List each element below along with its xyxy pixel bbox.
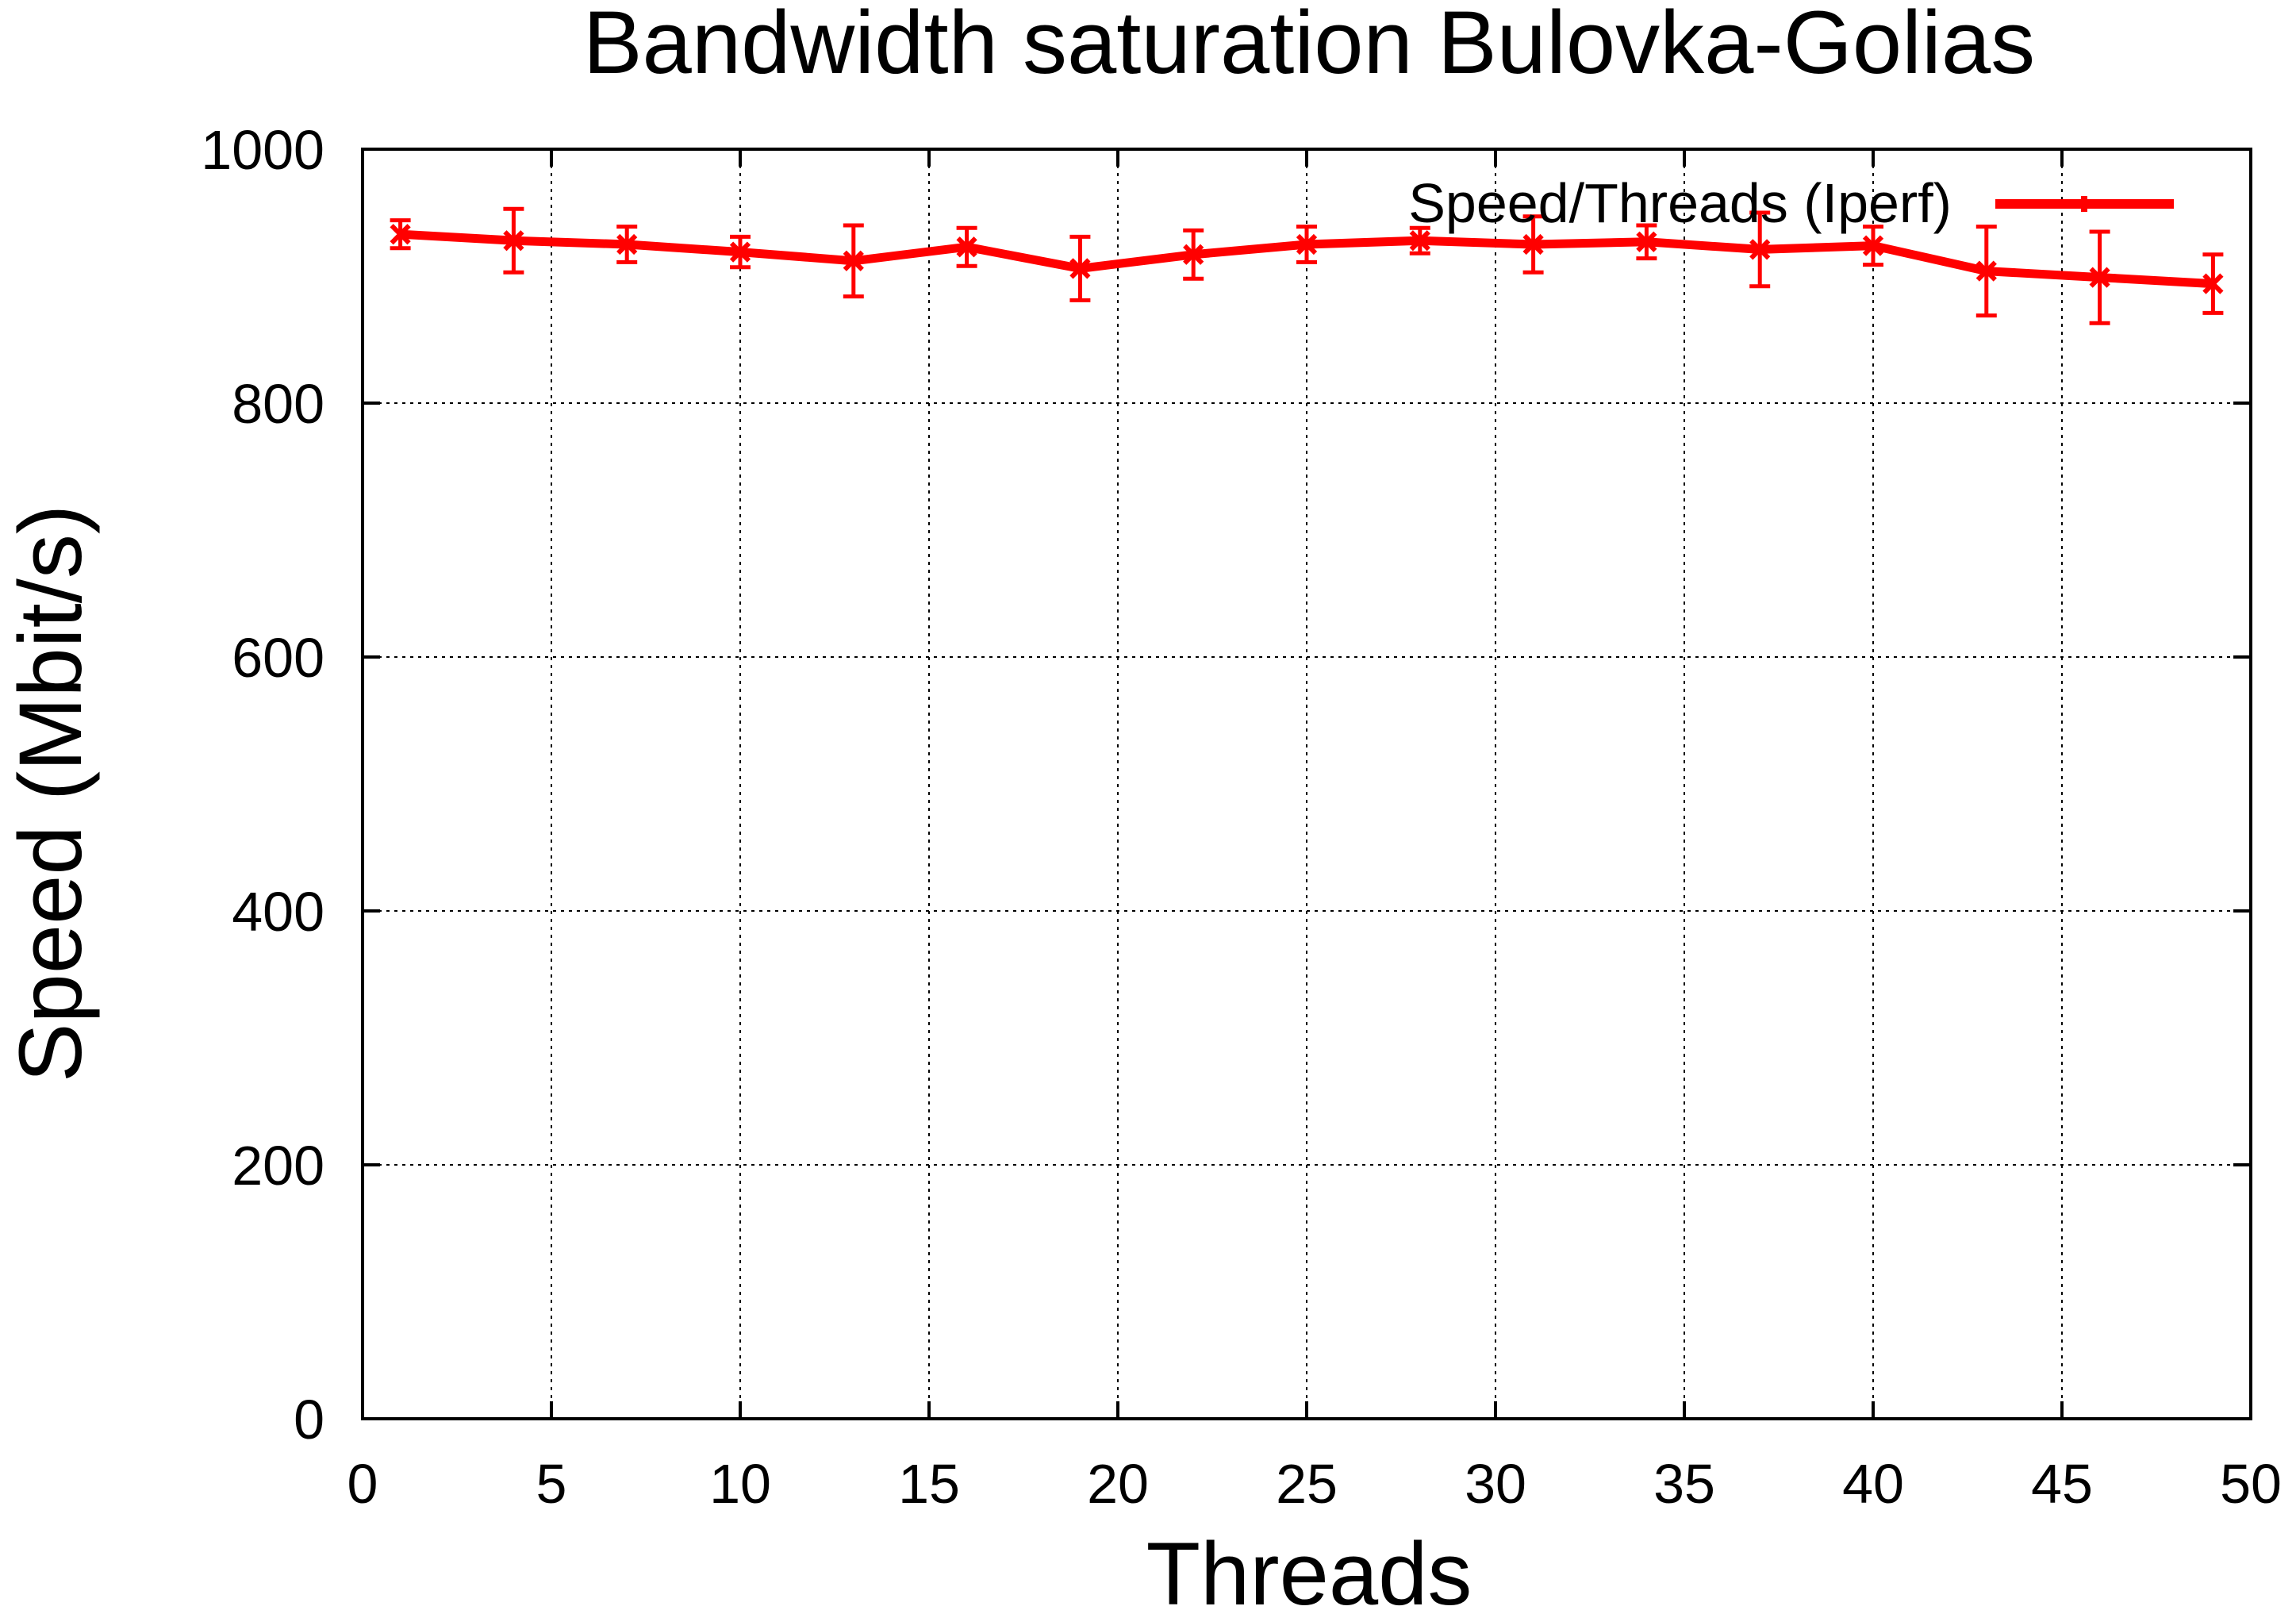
plot-frame <box>361 148 2252 1420</box>
y-tick-label: 0 <box>294 1389 324 1451</box>
x-tick-label: 15 <box>898 1453 960 1515</box>
point-marker <box>1862 235 1884 256</box>
x-tick-label: 45 <box>2031 1453 2093 1515</box>
x-tick-label: 50 <box>2220 1453 2282 1515</box>
point-marker <box>729 241 751 263</box>
data-point <box>1749 210 1771 289</box>
y-tick-label: 1000 <box>201 119 324 181</box>
data-point <box>390 218 411 251</box>
x-tick-label: 35 <box>1653 1453 1715 1515</box>
data-point <box>1522 214 1544 275</box>
point-marker <box>1522 233 1544 256</box>
x-tick-label: 30 <box>1465 1453 1526 1515</box>
point-marker <box>2089 267 2110 288</box>
point-marker <box>1183 244 1204 265</box>
x-tick-label: 40 <box>1842 1453 1904 1515</box>
x-axis-label: Threads <box>1146 1524 1472 1610</box>
point-marker <box>1749 239 1771 260</box>
data-point <box>503 206 524 275</box>
point-marker <box>843 250 864 271</box>
data-point <box>1862 225 1884 267</box>
data-point <box>1409 225 1430 256</box>
point-marker <box>390 224 411 245</box>
grid-layer <box>363 149 2251 1419</box>
data-point <box>2202 252 2224 315</box>
data-point <box>1183 228 1204 281</box>
point-marker <box>956 236 977 258</box>
point-marker <box>2202 273 2224 294</box>
point-marker <box>503 230 524 252</box>
y-tick-label: 600 <box>232 627 324 689</box>
x-tick-label: 0 <box>347 1453 378 1515</box>
point-marker <box>616 233 638 256</box>
data-point <box>956 225 977 268</box>
legend-series-label: Speed/Threads (Iperf) <box>1408 172 1952 234</box>
data-point <box>2089 229 2110 325</box>
data-point <box>1069 234 1091 302</box>
data-point <box>843 223 864 299</box>
point-marker <box>1636 231 1657 252</box>
data-point <box>1975 225 1997 318</box>
y-tick-label: 400 <box>232 881 324 943</box>
data-point <box>1636 223 1657 261</box>
x-tick-label: 5 <box>536 1453 567 1515</box>
legend: Speed/Threads (Iperf) <box>1408 172 2174 234</box>
series-layer <box>390 206 2224 325</box>
point-marker <box>1975 260 1997 282</box>
point-marker <box>1069 258 1091 279</box>
chart-title: Bandwidth saturation Bulovka-Golias <box>583 0 2035 92</box>
y-tick-label: 200 <box>232 1135 324 1197</box>
y-axis-label: Speed (Mbit/s) <box>1 505 100 1082</box>
data-point <box>616 225 638 264</box>
y-tick-label: 800 <box>232 373 324 435</box>
data-point <box>729 234 751 270</box>
x-tick-label: 25 <box>1276 1453 1338 1515</box>
data-point <box>1296 225 1318 264</box>
x-tick-label: 10 <box>709 1453 771 1515</box>
point-marker <box>1409 230 1430 252</box>
x-tick-label: 20 <box>1087 1453 1149 1515</box>
axes-layer: 0 5 10 15 20 25 30 35 40 45 50 0 200 400 600 800 1000 <box>201 119 2282 1515</box>
point-marker <box>1296 233 1318 256</box>
